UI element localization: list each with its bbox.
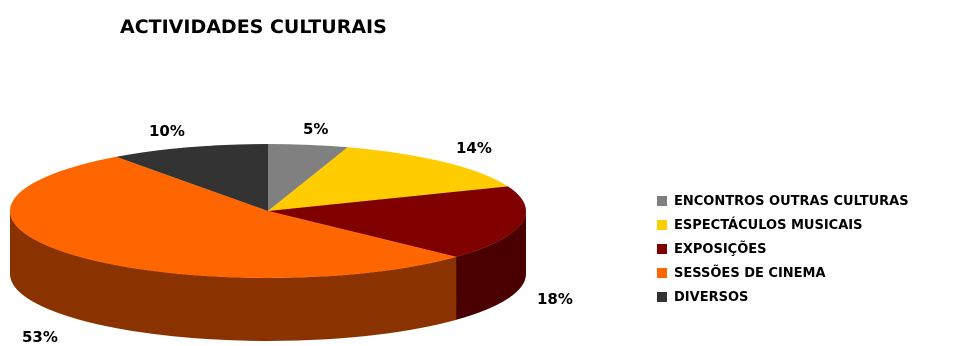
legend-item: ESPECTÁCULOS MUSICAIS (657, 213, 909, 237)
legend-item: EXPOSIÇÕES (657, 237, 909, 261)
pie-slice-5 (116, 144, 268, 211)
legend-label: EXPOSIÇÕES (674, 241, 767, 257)
value-label-2: 14% (456, 139, 492, 157)
pie-side-4 (10, 211, 457, 341)
value-label-3: 18% (537, 290, 573, 308)
legend: ENCONTROS OUTRAS CULTURAS ESPECTÁCULOS MU… (657, 189, 909, 309)
pie-slice-2 (268, 147, 508, 211)
legend-swatch (657, 268, 667, 278)
legend-swatch (657, 244, 667, 254)
legend-swatch (657, 292, 667, 302)
value-label-4: 53% (22, 328, 58, 346)
legend-label: DIVERSOS (674, 289, 749, 305)
pie-slice-3 (268, 186, 526, 257)
legend-label: ESPECTÁCULOS MUSICAIS (674, 217, 863, 233)
legend-label: SESSÕES DE CINEMA (674, 265, 826, 281)
legend-item: ENCONTROS OUTRAS CULTURAS (657, 189, 909, 213)
pie-side-3 (456, 211, 526, 320)
pie-side-walls (10, 211, 526, 341)
legend-item: DIVERSOS (657, 285, 909, 309)
legend-item: SESSÕES DE CINEMA (657, 261, 909, 285)
chart-title: ACTIVIDADES CULTURAIS (120, 16, 387, 38)
legend-label: ENCONTROS OUTRAS CULTURAS (674, 193, 909, 209)
legend-swatch (657, 196, 667, 206)
legend-swatch (657, 220, 667, 230)
value-label-5: 10% (149, 122, 185, 140)
pie-slices (9, 144, 526, 279)
pie-slice-1 (268, 144, 348, 211)
pie-slice-4 (9, 156, 457, 279)
value-label-1: 5% (303, 120, 329, 138)
